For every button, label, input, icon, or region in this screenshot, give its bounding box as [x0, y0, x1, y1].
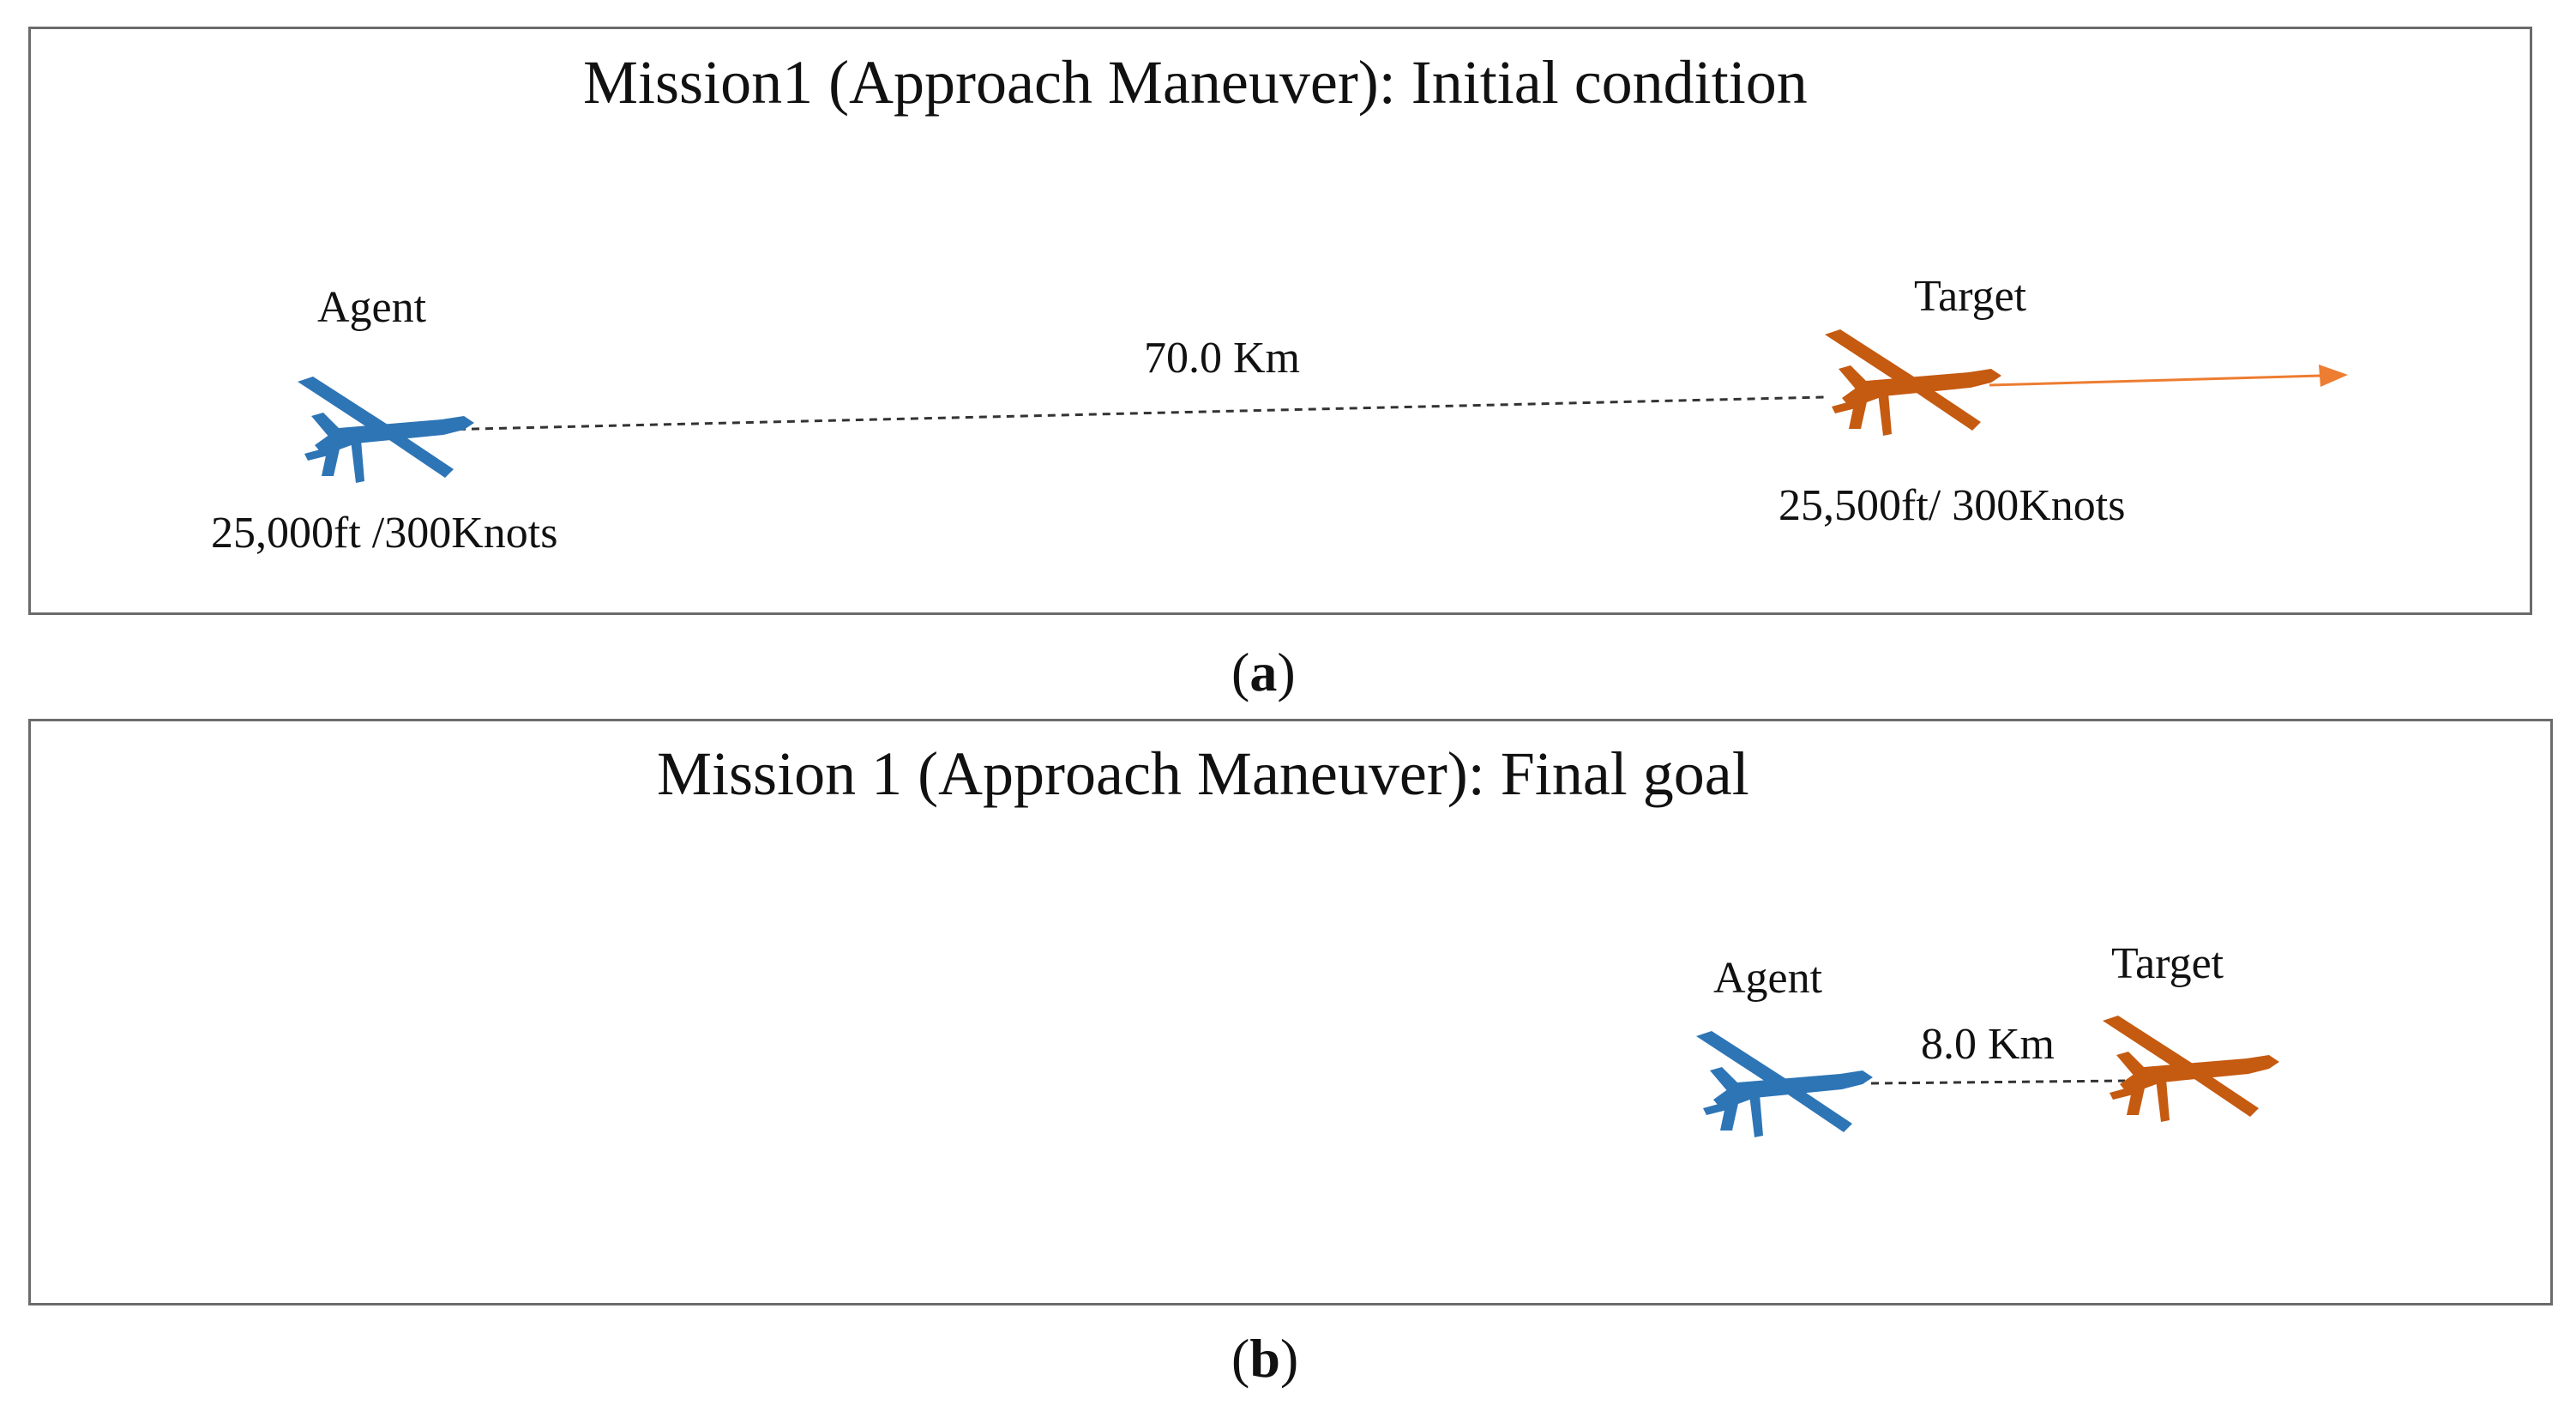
panel-b-target-label: Target	[2111, 939, 2224, 988]
panel-b-distance-label: 8.0 Km	[1921, 1020, 2055, 1069]
target-heading-arrow-line	[1989, 374, 2321, 387]
panel-b-title: Mission 1 (Approach Maneuver): Final goa…	[657, 739, 1749, 808]
caption-b-letter: b	[1249, 1328, 1280, 1389]
caption-a: (a)	[1231, 642, 1296, 702]
panel-a-target-state: 25,500ft/ 300Knots	[1779, 481, 2126, 530]
panel-a-agent-state: 25,000ft /300Knots	[211, 509, 558, 558]
panel-a-target-label: Target	[1914, 272, 2027, 321]
panel-b-distance-line	[1870, 1079, 2126, 1085]
panel-a-distance-line	[402, 395, 1826, 432]
panel-final-goal	[28, 719, 2553, 1305]
panel-initial-condition	[28, 27, 2532, 615]
target-heading-arrowhead	[2319, 365, 2348, 387]
drone-icon	[2103, 1016, 2279, 1122]
panel-a-agent-label: Agent	[317, 283, 427, 332]
drone-icon	[1696, 1031, 1873, 1137]
drone-icon	[298, 377, 474, 483]
panel-a-distance-label: 70.0 Km	[1144, 334, 1300, 383]
drone-icon	[1825, 329, 2001, 436]
caption-a-letter: a	[1249, 642, 1278, 702]
caption-b: (b)	[1231, 1328, 1299, 1389]
panel-b-agent-label: Agent	[1713, 954, 1823, 1003]
panel-a-title: Mission1 (Approach Maneuver): Initial co…	[583, 48, 1808, 117]
